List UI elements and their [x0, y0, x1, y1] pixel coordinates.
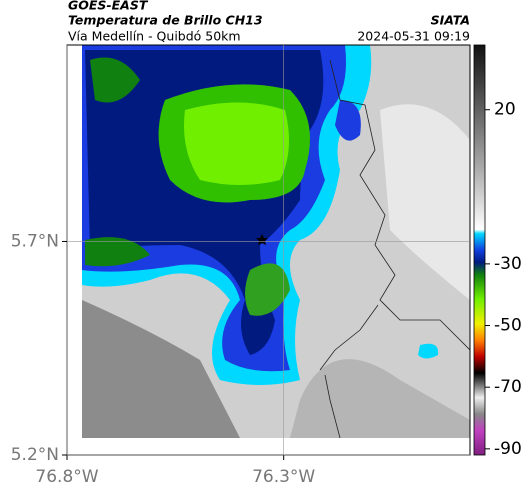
colorbar-tick-label: -50 [494, 316, 522, 336]
source: SIATA [431, 13, 470, 28]
product: Temperatura de Brillo CH13 [68, 13, 263, 28]
colorbar [473, 44, 486, 456]
location-marker [256, 234, 268, 245]
y-tick-label: 5.7°N [11, 231, 59, 251]
x-tick-label: 76.3°W [252, 467, 315, 487]
datetime: 2024-05-31 09:19 [357, 29, 470, 44]
colorbar-tick-label: -90 [494, 439, 522, 459]
region: Vía Medellín - Quibdó 50km [68, 29, 241, 44]
colorbar-tick-label: 20 [494, 100, 516, 120]
satellite-image [82, 45, 470, 438]
x-tick-label: 76.8°W [35, 467, 98, 487]
y-tick-label: 5.2°N [11, 445, 59, 465]
colorbar-tick-label: -30 [494, 254, 522, 274]
colorbar-tick-label: -70 [494, 377, 522, 397]
satellite: GOES-EAST [68, 0, 149, 13]
